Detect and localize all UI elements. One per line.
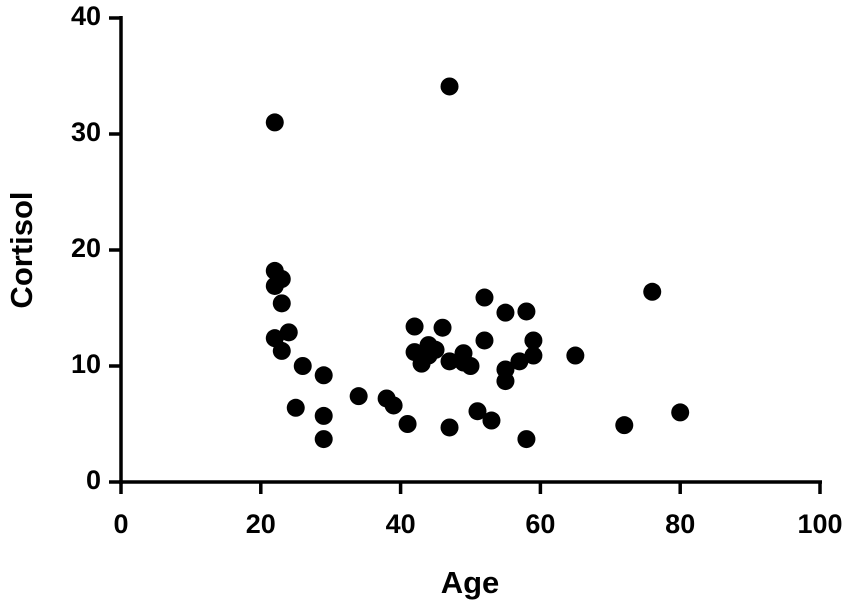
point bbox=[279, 323, 298, 342]
point bbox=[524, 346, 543, 365]
point bbox=[398, 415, 417, 433]
point bbox=[293, 357, 312, 375]
point bbox=[440, 77, 459, 96]
point bbox=[314, 406, 333, 425]
point bbox=[461, 357, 480, 375]
y-tick-label: 0 bbox=[86, 465, 101, 495]
point bbox=[615, 416, 634, 435]
y-tick-label: 40 bbox=[71, 1, 101, 31]
x-tick-label: 20 bbox=[246, 509, 276, 539]
x-tick-label: 100 bbox=[797, 509, 842, 539]
y-tick-label: 10 bbox=[71, 349, 101, 379]
point bbox=[510, 352, 529, 371]
point bbox=[405, 317, 424, 336]
point bbox=[643, 282, 662, 301]
point bbox=[265, 276, 284, 295]
x-tick-label: 0 bbox=[113, 509, 128, 539]
point bbox=[517, 430, 536, 449]
point bbox=[496, 372, 515, 391]
y-axis-label: Cortisol bbox=[4, 191, 39, 308]
point bbox=[433, 318, 452, 337]
point bbox=[440, 352, 459, 371]
x-tick-label: 40 bbox=[386, 509, 416, 539]
point bbox=[440, 418, 459, 437]
point bbox=[482, 411, 501, 430]
x-axis-label: Age bbox=[441, 565, 500, 600]
point bbox=[475, 331, 494, 350]
point bbox=[671, 403, 690, 422]
point bbox=[384, 396, 403, 415]
point bbox=[496, 303, 515, 322]
point bbox=[517, 302, 536, 321]
point bbox=[265, 113, 284, 132]
point bbox=[524, 331, 543, 350]
x-tick-label: 80 bbox=[665, 509, 695, 539]
point bbox=[272, 294, 291, 313]
point bbox=[314, 366, 333, 385]
point bbox=[349, 387, 368, 406]
point bbox=[272, 341, 291, 360]
y-tick-label: 20 bbox=[71, 233, 101, 263]
y-tick-label: 30 bbox=[71, 117, 101, 147]
point bbox=[468, 402, 487, 421]
point bbox=[566, 346, 585, 365]
point bbox=[286, 398, 305, 417]
point bbox=[419, 346, 438, 365]
point bbox=[314, 430, 333, 449]
x-tick-label: 60 bbox=[525, 509, 555, 539]
point bbox=[475, 288, 494, 307]
